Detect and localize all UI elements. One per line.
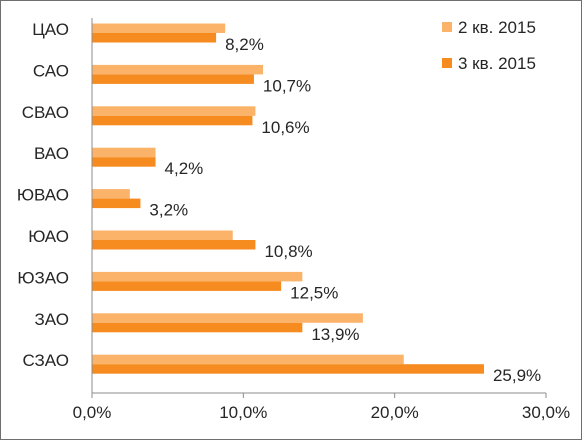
- data-label: 3,2%: [149, 201, 188, 220]
- category-label: ЦАО: [32, 20, 69, 39]
- category-label: СВАО: [22, 103, 69, 122]
- bar-q3-7: [92, 281, 282, 291]
- bar-q2-6: [92, 230, 233, 240]
- bar-q2-2: [92, 64, 264, 75]
- legend: 2 кв. 2015 3 кв. 2015: [442, 18, 536, 73]
- data-label: 8,2%: [225, 35, 264, 54]
- bar-q3-3: [92, 115, 253, 126]
- bar-q3-2: [92, 74, 254, 84]
- bar-q2-8: [92, 313, 363, 323]
- category-label: САО: [33, 61, 69, 80]
- category-label: ЮАО: [28, 227, 69, 246]
- legend-swatch-q2: [442, 22, 452, 32]
- legend-label-q3: 3 кв. 2015: [458, 54, 536, 73]
- bar-q2-5: [92, 189, 130, 199]
- data-label: 13,9%: [311, 325, 359, 344]
- category-label: ЮЗАО: [17, 268, 69, 287]
- bar-q2-7: [92, 271, 303, 282]
- data-label: 12,5%: [290, 283, 338, 302]
- bar-q3-4: [92, 157, 156, 167]
- bar-q2-4: [92, 147, 156, 158]
- data-label: 25,9%: [493, 366, 541, 385]
- data-label: 10,6%: [261, 118, 309, 137]
- bar-q2-1: [92, 23, 226, 33]
- category-label: ЗАО: [35, 310, 69, 329]
- bar-q3-6: [92, 240, 256, 250]
- x-tick-label: 30,0%: [522, 403, 570, 422]
- bar-q2-3: [92, 106, 256, 116]
- bar-q3-8: [92, 322, 303, 333]
- bar-q3-1: [92, 33, 217, 43]
- x-tick-label: 0,0%: [73, 403, 112, 422]
- data-label: 10,7%: [263, 76, 311, 95]
- legend-label-q2: 2 кв. 2015: [458, 18, 536, 37]
- x-tick-label: 10,0%: [219, 403, 267, 422]
- bar-q2-9: [92, 354, 404, 365]
- category-label: ЮВАО: [17, 186, 69, 205]
- legend-swatch-q3: [442, 58, 452, 68]
- category-label: ВАО: [34, 144, 69, 163]
- x-tick-label: 20,0%: [371, 403, 419, 422]
- bar-q3-9: [92, 364, 484, 374]
- category-label: СЗАО: [22, 351, 69, 370]
- bar-q3-5: [92, 198, 141, 209]
- data-label: 10,8%: [264, 242, 312, 261]
- data-label: 4,2%: [165, 159, 204, 178]
